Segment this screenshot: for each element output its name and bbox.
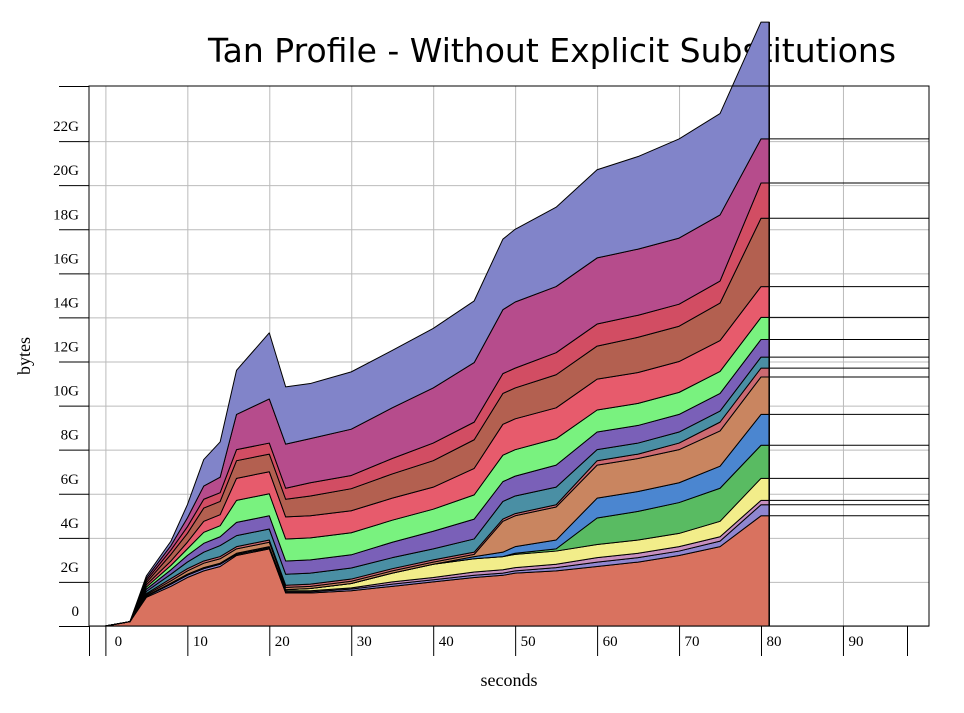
chart-title: Tan Profile - Without Explicit Substitut… [207,31,896,70]
y-tick-label-3: 6G [61,472,80,488]
y-tick-label-2: 4G [61,516,80,532]
x-tick-label-0: 0 [115,634,123,650]
x-tick-label-9: 90 [848,634,863,650]
x-axis: 0 10 20 30 40 50 60 70 80 90 [89,626,908,656]
x-tick-label-2: 20 [275,634,290,650]
y-tick-label-6: 12G [53,340,79,356]
y-tick-label-8: 16G [53,251,79,267]
plot-frame [88,85,930,627]
x-tick-label-8: 80 [767,634,782,650]
y-tick-label-0: 0 [72,604,80,620]
y-axis-label: bytes [14,337,34,375]
x-tick-label-4: 40 [439,634,454,650]
y-tick-label-10: 20G [53,163,79,179]
y-tick-label-11: 22G [53,119,79,135]
stacked-areas [104,21,929,627]
y-tick-label-7: 14G [53,295,79,311]
x-tick-label-3: 30 [357,634,372,650]
x-tick-label-6: 60 [603,634,618,650]
x-axis-label: seconds [481,670,538,690]
x-tick-label-7: 70 [685,634,700,650]
y-tick-label-9: 18G [53,207,79,223]
x-tick-label-1: 10 [193,634,208,650]
y-axis: 0 2G 4G 6G 8G 10G 12G 14G 16G 18G 20G 22G [53,86,89,627]
y-tick-label-1: 2G [61,560,80,576]
y-tick-label-4: 8G [61,428,80,444]
x-tick-label-5: 50 [521,634,536,650]
y-tick-label-5: 10G [53,384,79,400]
